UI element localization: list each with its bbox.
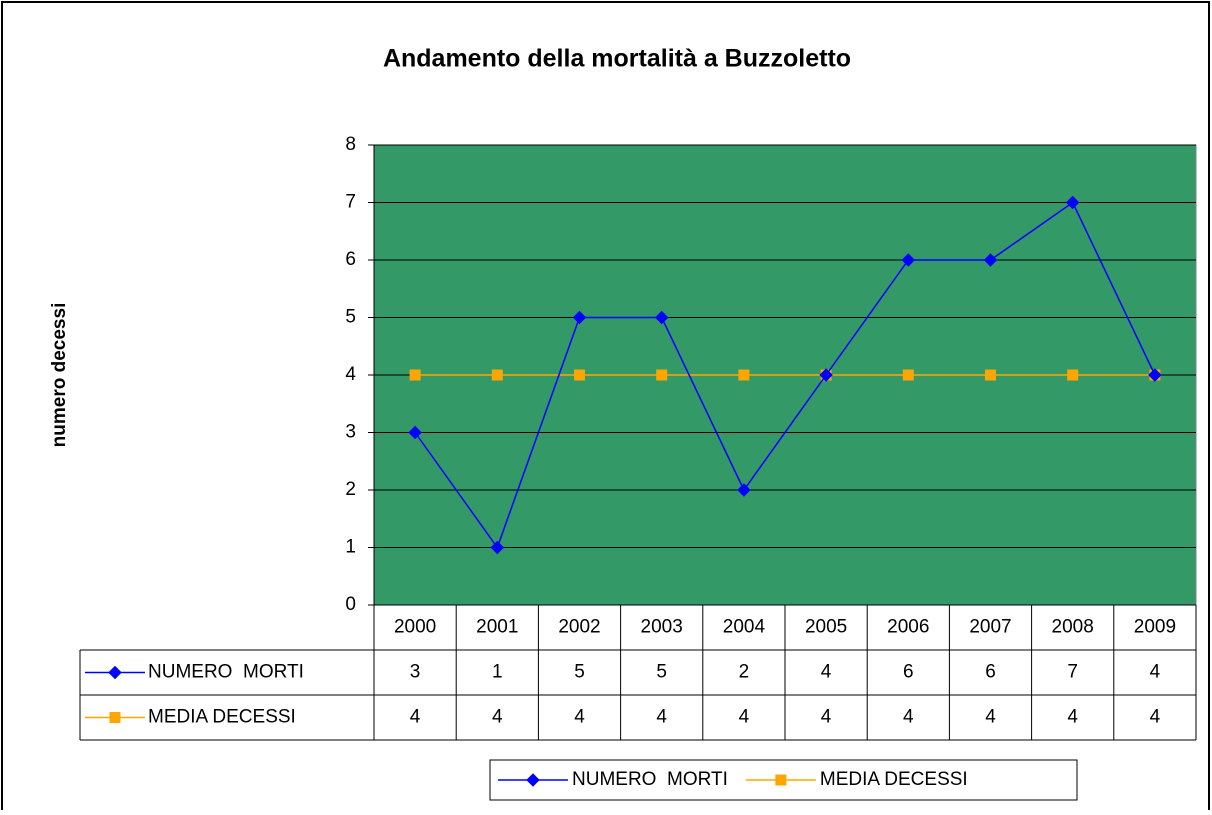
x-tick-label: 2009: [1134, 617, 1176, 638]
legend-label: MEDIA DECESSI: [820, 769, 968, 790]
y-tick-label: 6: [345, 249, 356, 270]
y-tick-label: 2: [345, 479, 356, 500]
table-value: 2: [739, 662, 750, 683]
table-value: 5: [656, 662, 667, 683]
table-value: 4: [821, 707, 832, 728]
table-value: 4: [410, 707, 421, 728]
table-value: 7: [1067, 662, 1078, 683]
data-point: [409, 369, 421, 381]
table-value: 6: [903, 662, 914, 683]
x-tick-label: 2001: [476, 617, 518, 638]
table-value: 4: [574, 707, 585, 728]
table-value: 6: [985, 662, 996, 683]
data-point: [983, 253, 998, 267]
data-point: [490, 540, 505, 555]
data-point: [491, 369, 503, 381]
x-tick-label: 2000: [394, 617, 436, 638]
data-point: [738, 369, 750, 381]
table-value: 4: [821, 662, 832, 683]
table-value: 1: [492, 662, 503, 683]
table-value: 4: [656, 707, 667, 728]
y-axis-label: numero decessi: [49, 303, 70, 448]
y-tick-label: 0: [345, 594, 356, 615]
y-tick-label: 5: [345, 307, 356, 328]
table-row-label: NUMERO MORTI: [148, 662, 304, 683]
series-line: [414, 201, 1156, 550]
y-tick-label: 7: [345, 192, 356, 213]
data-point: [408, 425, 422, 440]
data-point: [572, 310, 587, 325]
data-point: [819, 368, 833, 382]
y-tick-label: 1: [345, 537, 356, 558]
x-tick-label: 2003: [641, 617, 683, 638]
data-point: [654, 310, 669, 325]
x-tick-label: 2007: [969, 617, 1011, 638]
table-value: 4: [1067, 707, 1078, 728]
legend-label: NUMERO MORTI: [572, 769, 728, 790]
table-value: 4: [1150, 707, 1161, 728]
data-point: [1065, 195, 1080, 210]
data-point: [985, 369, 996, 381]
table-value: 4: [1150, 662, 1161, 683]
legend-marker: [526, 773, 540, 787]
x-tick-label: 2008: [1052, 617, 1094, 638]
table-value: 4: [985, 707, 996, 728]
legend-marker: [109, 712, 121, 723]
legend-marker: [108, 665, 122, 680]
data-point: [1148, 368, 1162, 382]
data-point: [901, 253, 916, 267]
table-row-label: MEDIA DECESSI: [148, 707, 296, 728]
x-tick-label: 2005: [805, 617, 847, 638]
data-point: [1067, 369, 1079, 381]
data-point: [737, 483, 751, 497]
y-tick-label: 8: [345, 134, 356, 155]
table-value: 3: [410, 662, 421, 683]
y-tick-label: 4: [345, 364, 356, 385]
y-tick-label: 3: [345, 422, 356, 443]
table-value: 4: [903, 707, 914, 728]
x-tick-label: 2006: [887, 617, 929, 638]
table-value: 4: [492, 707, 503, 728]
table-value: 4: [739, 707, 750, 728]
x-tick-label: 2002: [558, 617, 600, 638]
data-point: [656, 369, 668, 381]
data-point: [574, 369, 585, 381]
table-value: 5: [574, 662, 585, 683]
chart-title: Andamento della mortalità a Buzzoletto: [383, 45, 851, 73]
data-point: [902, 369, 914, 381]
legend-marker: [775, 774, 787, 786]
x-tick-label: 2004: [723, 617, 766, 638]
